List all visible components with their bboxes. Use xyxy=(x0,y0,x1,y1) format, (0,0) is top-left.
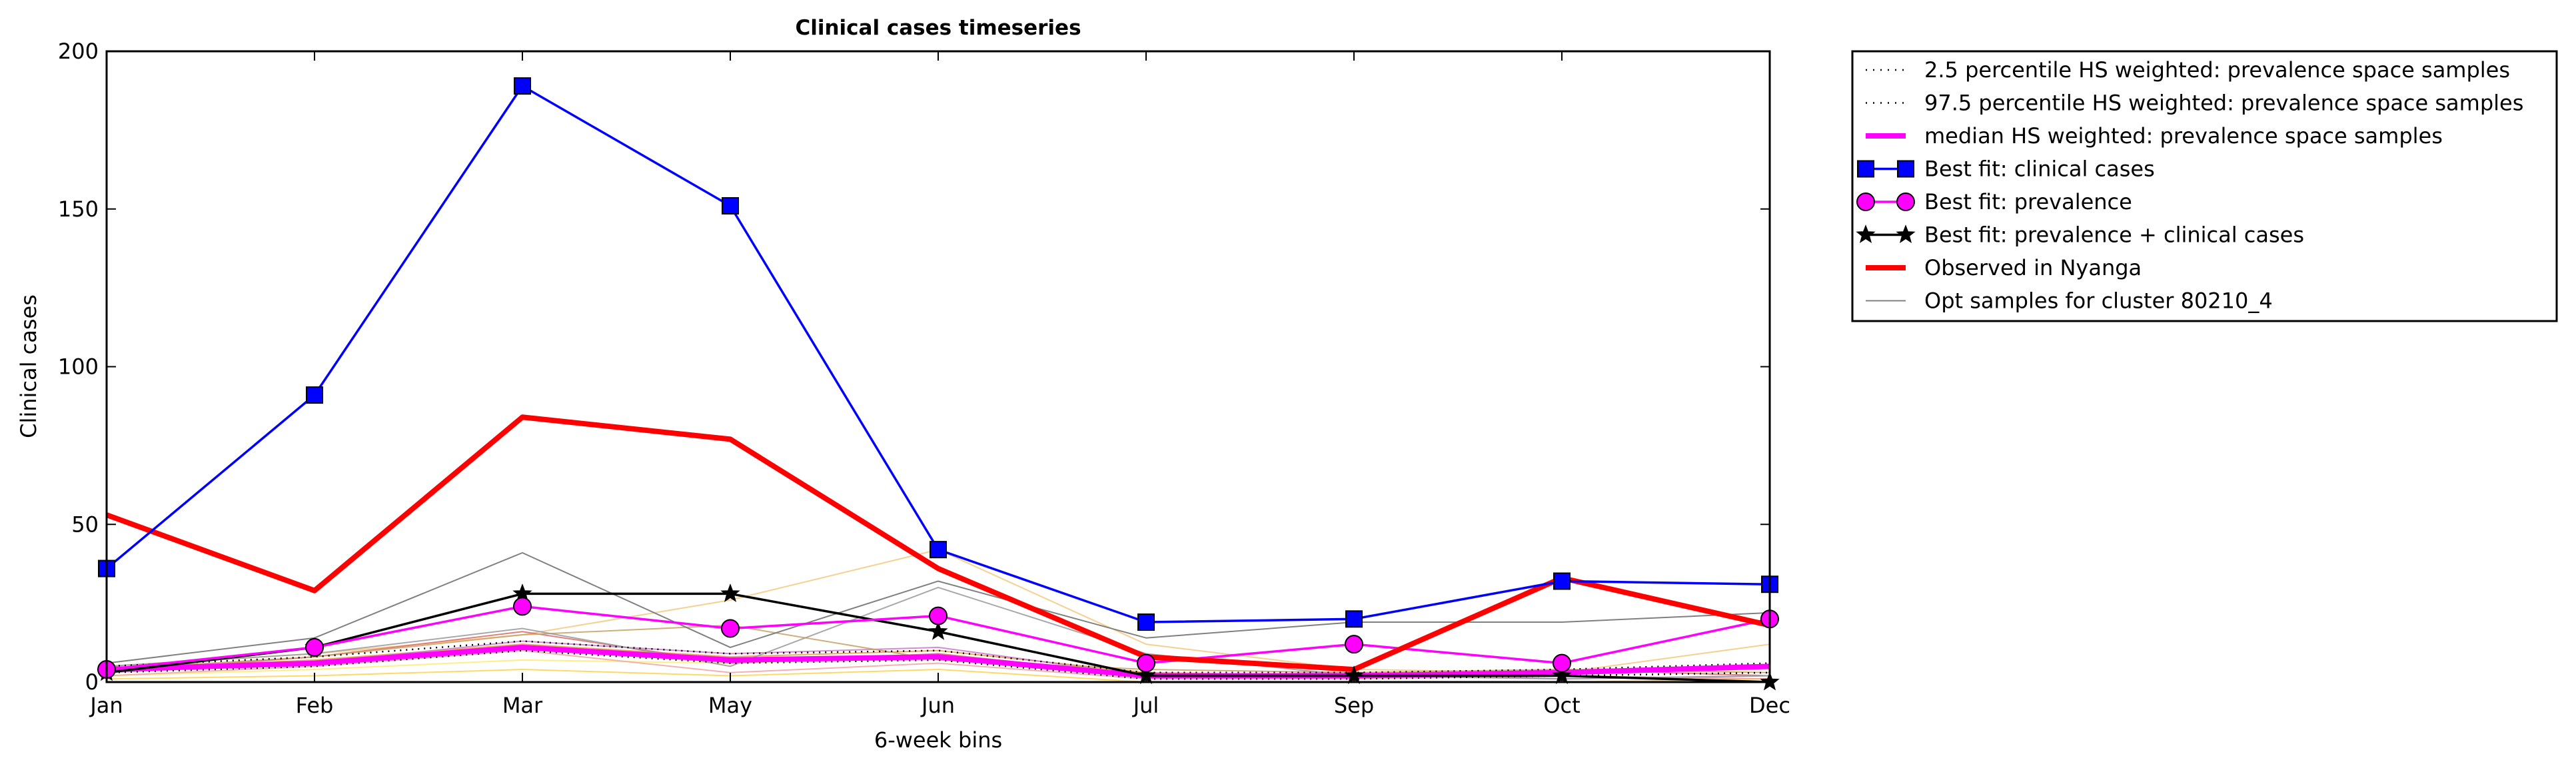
legend-label: 97.5 percentile HS weighted: prevalence … xyxy=(1924,91,2523,116)
legend-entry-8: Opt samples for cluster 80210_4 xyxy=(1866,288,2273,314)
series-5-point-5 xyxy=(929,606,948,625)
legend-entry-6: Best fit: prevalence + clinical cases xyxy=(1856,222,2304,248)
series-6-point-4 xyxy=(720,583,740,602)
legend-marker xyxy=(1896,193,1915,211)
x-tick-label: Sep xyxy=(1334,693,1374,718)
legend-label: Opt samples for cluster 80210_4 xyxy=(1924,288,2273,314)
series-4-point-4 xyxy=(722,197,739,215)
series-5-point-2 xyxy=(305,637,324,657)
background-sample-line-9 xyxy=(107,586,1770,680)
legend-marker xyxy=(1857,160,1874,178)
series-5-point-4 xyxy=(721,619,740,638)
legend-box xyxy=(1851,50,2558,322)
series-4-point-5 xyxy=(930,541,947,559)
series-5-point-8 xyxy=(1553,653,1571,673)
legend-entry-5: Best fit: prevalence xyxy=(1856,189,2132,214)
series-4-point-6 xyxy=(1137,613,1155,631)
series-4-point-7 xyxy=(1345,610,1363,628)
x-tick-label: Oct xyxy=(1543,693,1580,718)
series-lines xyxy=(107,85,1770,682)
x-tick-label: Jan xyxy=(89,693,123,718)
series-5-point-7 xyxy=(1345,635,1363,654)
legend-entry-7: Observed in Nyanga xyxy=(1866,255,2142,280)
x-tick-label: Mar xyxy=(502,693,543,718)
plot-area xyxy=(97,77,1780,691)
series-5-point-6 xyxy=(1137,653,1155,673)
series-6-point-5 xyxy=(928,621,948,640)
x-tick-label: Dec xyxy=(1749,693,1790,718)
chart-title: Clinical cases timeseries xyxy=(795,16,1081,40)
x-tick-label: Jun xyxy=(920,693,955,718)
x-tick-label: May xyxy=(708,693,752,718)
legend-label: Observed in Nyanga xyxy=(1924,255,2142,280)
y-tick-label: 100 xyxy=(58,354,99,380)
x-axis-label: 6-week bins xyxy=(874,727,1002,753)
y-axis-label: Clinical cases xyxy=(16,294,41,438)
series-line-8 xyxy=(107,552,1770,664)
legend-label: Best fit: prevalence + clinical cases xyxy=(1924,222,2304,248)
x-tick-label: Feb xyxy=(296,693,334,718)
legend-marker xyxy=(1896,224,1916,243)
legend-entry-1: 2.5 percentile HS weighted: prevalence s… xyxy=(1866,57,2510,83)
legend-marker xyxy=(1856,193,1875,211)
background-sample-line-7 xyxy=(107,624,1770,673)
legend-label: median HS weighted: prevalence space sam… xyxy=(1924,123,2443,149)
legend: 2.5 percentile HS weighted: prevalence s… xyxy=(1851,50,2558,322)
axes: 0 50 100 150 200 Jan Feb Mar May Jun Jul Sep Oct Dec xyxy=(58,39,1790,718)
legend-entry-3: median HS weighted: prevalence space sam… xyxy=(1866,123,2443,149)
legend-marker xyxy=(1897,160,1914,178)
legend-label: Best fit: clinical cases xyxy=(1924,157,2155,182)
y-tick-label: 50 xyxy=(71,512,99,537)
legend-entry-4: Best fit: clinical cases xyxy=(1857,157,2155,182)
series-4-point-3 xyxy=(514,77,531,95)
x-tick-label: Jul xyxy=(1132,693,1159,718)
y-tick-label: 150 xyxy=(58,196,99,222)
legend-entries: 2.5 percentile HS weighted: prevalence s… xyxy=(1856,57,2523,314)
background-sample-line-6 xyxy=(107,669,1770,682)
legend-label: Best fit: prevalence xyxy=(1924,189,2132,214)
series-4-point-8 xyxy=(1553,572,1571,590)
legend-entry-2: 97.5 percentile HS weighted: prevalence … xyxy=(1866,91,2523,116)
series-line-3 xyxy=(107,644,1770,679)
legend-marker xyxy=(1856,224,1876,243)
y-tick-label: 200 xyxy=(58,39,99,64)
series-4-point-2 xyxy=(306,386,323,404)
series-5-point-3 xyxy=(513,597,532,616)
y-tick-label: 0 xyxy=(85,669,99,695)
series-line-7 xyxy=(107,414,1770,673)
legend-label: 2.5 percentile HS weighted: prevalence s… xyxy=(1924,57,2510,83)
